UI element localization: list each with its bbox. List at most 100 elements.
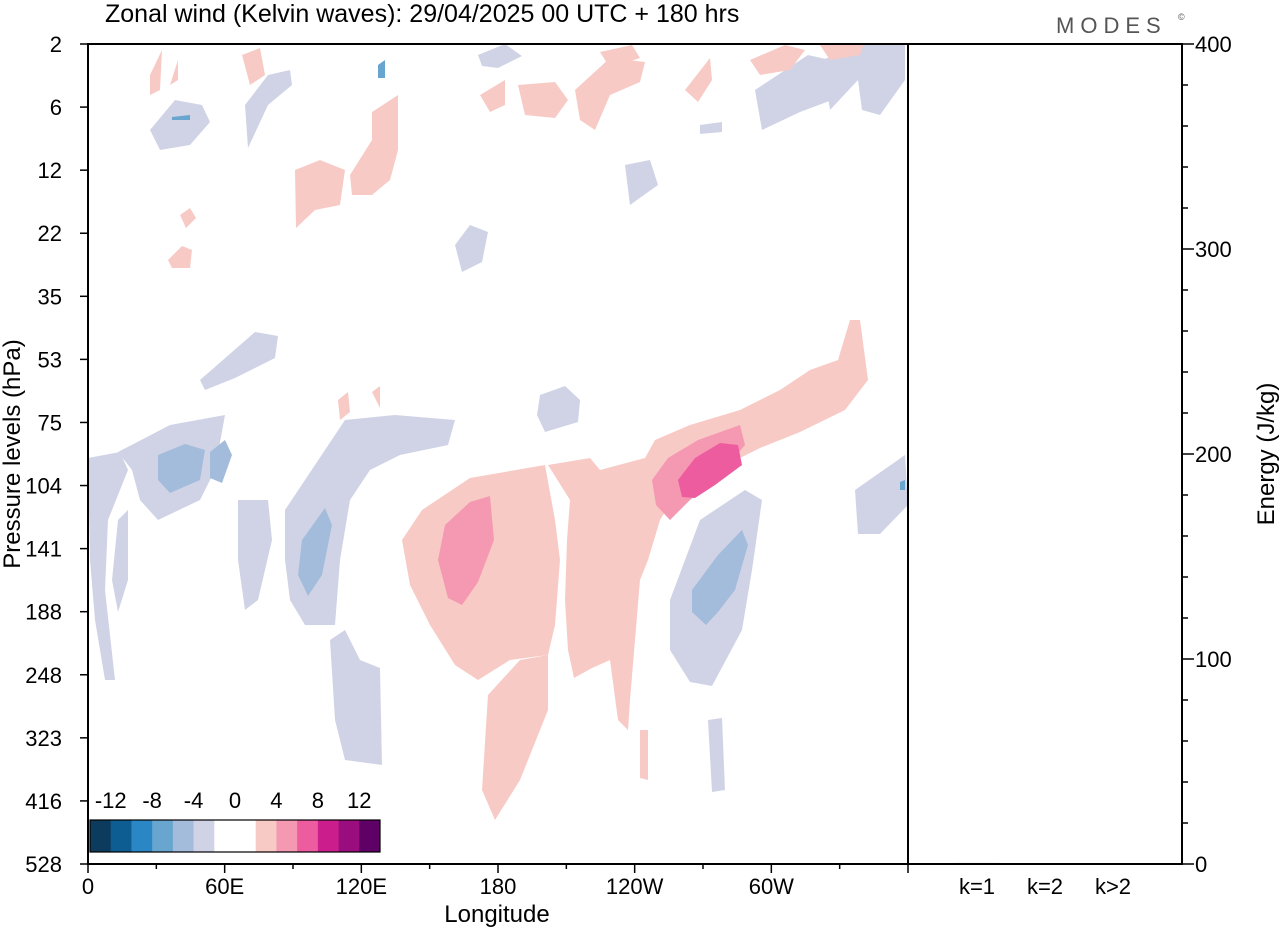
contour-neg8-region [692, 530, 748, 625]
colorbar-swatch [359, 820, 381, 852]
energy-axis: 0 100 200 300 400 [1182, 32, 1232, 877]
energy-tick-label: 400 [1195, 32, 1232, 57]
contour-neg4-region [112, 510, 128, 612]
contour-pos4-region [242, 48, 265, 85]
contour-pos4-region [372, 386, 380, 408]
contour-pos4-region [600, 45, 640, 68]
contour-pos4-region [575, 58, 645, 130]
contour-neg12-region [172, 115, 190, 120]
colorbar-swatch [276, 820, 298, 852]
contour-neg4-region [537, 386, 580, 432]
x-tick-label: 60E [205, 874, 244, 899]
y-tick-label: 323 [25, 726, 62, 751]
energy-tick-label: 0 [1195, 852, 1207, 877]
colorbar-label: 12 [347, 788, 371, 813]
contour-neg8-region [210, 440, 232, 483]
contour-pos4-region [350, 95, 398, 195]
x-tick-label: 120E [336, 874, 387, 899]
energy-axis-label: Energy (J/kg) [1253, 383, 1280, 526]
contour-neg4-region [238, 500, 272, 610]
energy-tick-label: 300 [1195, 237, 1232, 262]
energy-tick-label: 200 [1195, 442, 1232, 467]
energy-category-label: k>2 [1095, 874, 1131, 899]
colorbar-frame [89, 819, 381, 853]
contour-pos4-region [640, 730, 648, 780]
contour-pos4-region [685, 58, 712, 102]
contour-neg4-region [855, 455, 908, 534]
contour-neg4-region [708, 718, 725, 792]
contour-pos4-region [170, 60, 178, 85]
contour-pos8-region [438, 496, 494, 605]
y-axis: 2 6 12 22 35 53 75 104 141 188 248 323 416 528 [25, 32, 88, 877]
contour-pos4-region [295, 160, 345, 228]
energy-tick-label: 100 [1195, 647, 1232, 672]
contour-pos4-region [168, 246, 192, 268]
contour-pos12-region [678, 443, 742, 498]
energy-plot-frame [907, 43, 1183, 865]
x-tick-label: 180 [480, 874, 517, 899]
contour-pos4-region [482, 655, 548, 820]
colorbar-label: -4 [184, 788, 204, 813]
contour-neg12-region [900, 480, 905, 490]
contour-neg4-region [625, 160, 658, 205]
y-tick-label: 188 [25, 600, 62, 625]
x-axis: 0 60E 120E 180 120W 60W [82, 864, 909, 899]
x-tick-label: 0 [82, 874, 94, 899]
y-tick-label: 35 [38, 284, 62, 309]
colorbar: -12 -8 -4 0 4 8 12 [89, 788, 381, 853]
energy-bar [1091, 863, 1135, 864]
colorbar-swatch [90, 820, 112, 852]
contour-pos4-region [820, 44, 864, 60]
colorbar-label: -12 [95, 788, 127, 813]
x-tick-label: 120W [606, 874, 664, 899]
contour-neg4-region [200, 332, 278, 390]
y-tick-label: 2 [50, 32, 62, 57]
colorbar-label: 4 [270, 788, 282, 813]
contour-neg8-region [298, 508, 332, 596]
colorbar-swatch [214, 820, 236, 852]
energy-bar [955, 862, 999, 864]
contour-pos4-region [338, 392, 350, 420]
contour-neg4-region [245, 70, 292, 148]
contour-neg4-region [88, 452, 128, 680]
y-tick-label: 416 [25, 789, 62, 814]
y-tick-label: 22 [38, 221, 62, 246]
contour-neg8-region [158, 444, 205, 493]
contour-pos4-region [180, 208, 196, 228]
contour-neg4-region [822, 44, 905, 115]
colorbar-swatch [131, 820, 153, 852]
colorbar-swatch [255, 820, 277, 852]
brand-logo: MODES [1056, 13, 1167, 38]
brand-registered-mark: © [1178, 12, 1185, 22]
colorbar-swatch [193, 820, 215, 852]
colorbar-label: 0 [229, 788, 241, 813]
energy-category-label: k=1 [959, 874, 995, 899]
y-tick-label: 528 [25, 852, 62, 877]
colorbar-label: -8 [142, 788, 162, 813]
x-axis-label: Longitude [444, 901, 549, 928]
colorbar-swatch [338, 820, 360, 852]
contour-neg4-region [478, 44, 522, 68]
colorbar-swatch [172, 820, 194, 852]
y-tick-label: 141 [25, 537, 62, 562]
contour-pos4-region [150, 50, 162, 95]
colorbar-swatch [297, 820, 319, 852]
colorbar-label: 8 [312, 788, 324, 813]
x-tick-label: 60W [749, 874, 794, 899]
y-axis-label: Pressure levels (hPa) [0, 339, 26, 568]
colorbar-swatch [110, 820, 132, 852]
contour-pos4-region [548, 320, 868, 730]
contour-field [88, 44, 908, 820]
y-tick-label: 75 [38, 410, 62, 435]
y-tick-label: 248 [25, 663, 62, 688]
y-tick-label: 6 [50, 95, 62, 120]
contour-pos4-region [518, 82, 568, 118]
contour-pos4-region [750, 45, 805, 75]
contour-neg4-region [150, 100, 210, 150]
energy-bar [1023, 863, 1067, 864]
contour-neg4-region [330, 630, 382, 765]
contour-neg4-region [700, 122, 722, 134]
contour-neg4-region [755, 55, 832, 130]
chart-title: Zonal wind (Kelvin waves): 29/04/2025 00… [105, 0, 739, 28]
